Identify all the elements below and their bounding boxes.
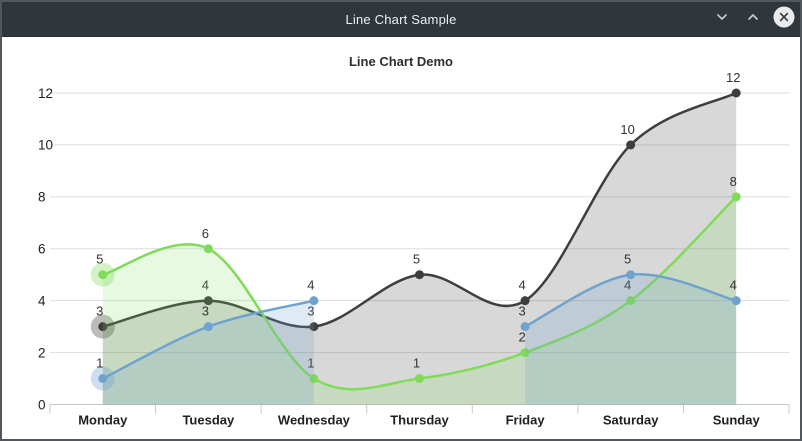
black-value-label: 3: [307, 304, 314, 319]
blue-data-point[interactable]: [309, 296, 319, 306]
x-axis-label: Tuesday: [182, 413, 235, 428]
x-axis-label: Wednesday: [278, 413, 351, 428]
green-data-point[interactable]: [415, 374, 424, 384]
y-axis-label: 10: [38, 138, 53, 153]
window-controls: [711, 2, 795, 36]
green-data-point[interactable]: [626, 296, 636, 306]
roll-down-button[interactable]: [711, 8, 733, 30]
y-axis-label: 0: [38, 397, 46, 412]
black-data-point[interactable]: [203, 296, 213, 306]
green-value-label: 6: [202, 226, 209, 241]
blue-data-point[interactable]: [731, 296, 741, 306]
blue-series-area: [102, 300, 314, 405]
green-value-label: 5: [96, 252, 103, 267]
blue-data-point[interactable]: [520, 322, 530, 332]
roll-up-button[interactable]: [742, 8, 764, 30]
titlebar[interactable]: Line Chart Sample: [2, 2, 800, 37]
black-data-point[interactable]: [626, 140, 636, 150]
black-data-point[interactable]: [98, 322, 108, 332]
black-value-label: 4: [202, 278, 209, 293]
green-data-point[interactable]: [520, 348, 530, 358]
green-value-label: 4: [624, 278, 631, 293]
blue-data-point[interactable]: [98, 374, 108, 384]
green-value-label: 2: [518, 330, 525, 345]
x-axis-label: Monday: [78, 413, 128, 428]
black-data-point[interactable]: [520, 296, 530, 306]
black-data-point[interactable]: [731, 88, 741, 98]
x-axis-label: Saturday: [603, 413, 659, 428]
x-axis-label: Friday: [506, 413, 546, 428]
y-axis-label: 6: [38, 242, 46, 257]
blue-series-area: [525, 274, 737, 405]
y-axis-label: 12: [38, 86, 53, 101]
green-value-label: 1: [413, 356, 420, 371]
green-data-point[interactable]: [203, 244, 213, 254]
green-data-point[interactable]: [98, 270, 108, 280]
green-data-point[interactable]: [731, 192, 741, 202]
chevron-up-icon: [745, 9, 761, 30]
blue-value-label: 1: [96, 356, 103, 371]
y-axis-label: 4: [38, 293, 46, 308]
blue-value-label: 3: [518, 304, 525, 319]
blue-value-label: 4: [730, 278, 737, 293]
close-x-icon: [773, 6, 795, 33]
green-series-area: [102, 196, 737, 405]
x-axis-label: Sunday: [713, 413, 761, 428]
green-value-label: 8: [730, 174, 737, 189]
chart-title: Line Chart Demo: [348, 54, 453, 69]
black-value-label: 5: [413, 252, 420, 267]
black-data-point[interactable]: [309, 322, 319, 332]
black-value-label: 4: [518, 278, 525, 293]
blue-data-point[interactable]: [626, 270, 636, 280]
black-data-point[interactable]: [415, 270, 424, 280]
blue-value-label: 5: [624, 252, 631, 267]
blue-data-point[interactable]: [203, 322, 213, 332]
black-value-label: 12: [726, 70, 740, 85]
close-button[interactable]: [773, 6, 795, 33]
blue-value-label: 4: [307, 278, 314, 293]
green-value-label: 1: [307, 356, 314, 371]
chevron-down-icon: [714, 9, 730, 30]
blue-value-label: 3: [202, 304, 209, 319]
black-value-label: 10: [620, 122, 634, 137]
y-axis-label: 8: [38, 190, 46, 205]
y-axis-label: 2: [38, 345, 46, 360]
x-axis-label: Thursday: [390, 413, 449, 428]
black-series-area: [102, 93, 737, 405]
chart-area: Line Chart Demo 0 2 4 6 8 10 12 Monday Tuesday We…: [2, 37, 800, 439]
green-data-point[interactable]: [309, 374, 319, 384]
black-value-label: 3: [96, 304, 103, 319]
window-title: Line Chart Sample: [345, 11, 457, 27]
